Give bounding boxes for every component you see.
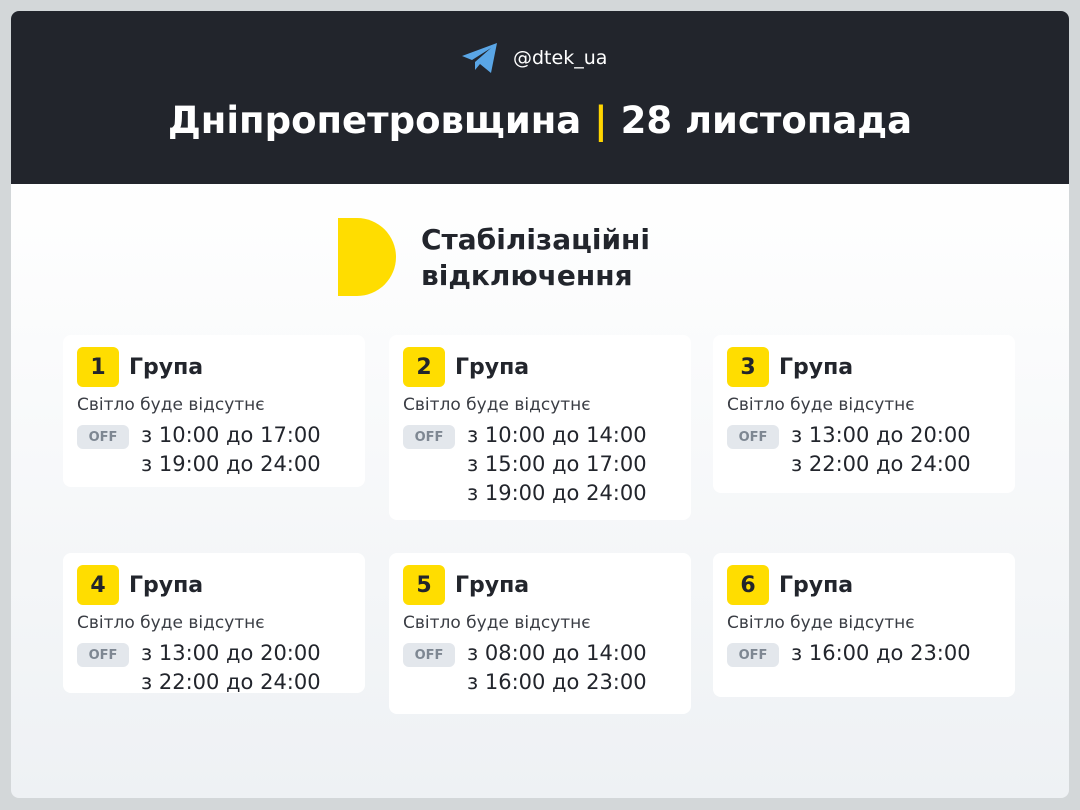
group-label: Група [455, 572, 530, 598]
time-list: з 16:00 до 23:00 [791, 639, 971, 668]
time-range: з 13:00 до 20:00 [791, 423, 971, 447]
header: @dtek_ua Дніпропетровщина | 28 листопада [11, 11, 1069, 184]
time-range: з 22:00 до 24:00 [141, 670, 321, 694]
group-label: Група [129, 354, 204, 380]
off-badge: OFF [727, 425, 779, 449]
time-range: з 16:00 до 23:00 [791, 641, 971, 665]
time-range: з 19:00 до 24:00 [467, 481, 647, 505]
page-title: Дніпропетровщина | 28 листопада [167, 99, 913, 142]
time-list: з 10:00 до 17:00 з 19:00 до 24:00 [141, 421, 321, 479]
status-text: Світло буде відсутнє [727, 613, 915, 633]
time-list: з 10:00 до 14:00 з 15:00 до 17:00 з 19:00 … [467, 421, 647, 508]
time-range: з 13:00 до 20:00 [141, 641, 321, 665]
group-card: 5 Група Світло буде відсутнє OFF з 08:00 д… [389, 553, 691, 714]
time-list: з 08:00 до 14:00 з 16:00 до 23:00 [467, 639, 647, 697]
telegram-icon [462, 43, 497, 73]
time-list: з 13:00 до 20:00 з 22:00 до 24:00 [141, 639, 321, 697]
group-label: Група [779, 572, 854, 598]
time-range: з 10:00 до 17:00 [141, 423, 321, 447]
group-number: 2 [403, 347, 445, 387]
group-number: 3 [727, 347, 769, 387]
group-card: 1 Група Світло буде відсутнє OFF з 10:00 д… [63, 335, 365, 487]
group-label: Група [455, 354, 530, 380]
group-number: 1 [77, 347, 119, 387]
group-card: 2 Група Світло буде відсутнє OFF з 10:00 д… [389, 335, 691, 520]
time-list: з 13:00 до 20:00 з 22:00 до 24:00 [791, 421, 971, 479]
group-card: 4 Група Світло буде відсутнє OFF з 13:00 д… [63, 553, 365, 694]
group-number: 4 [77, 565, 119, 605]
off-badge: OFF [403, 425, 455, 449]
off-badge: OFF [77, 425, 129, 449]
time-range: з 08:00 до 14:00 [467, 641, 647, 665]
off-badge: OFF [77, 643, 129, 667]
dtek-logo-icon [338, 218, 396, 296]
group-card: 3 Група Світло буде відсутнє OFF з 13:00 д… [713, 335, 1015, 493]
time-range: з 15:00 до 17:00 [467, 452, 647, 476]
status-text: Світло буде відсутнє [403, 395, 591, 415]
off-badge: OFF [727, 643, 779, 667]
status-text: Світло буде відсутнє [77, 395, 265, 415]
group-number: 5 [403, 565, 445, 605]
channel-name: @dtek_ua [513, 47, 608, 69]
group-number: 6 [727, 565, 769, 605]
status-text: Світло буде відсутнє [77, 613, 265, 633]
time-range: з 19:00 до 24:00 [141, 452, 321, 476]
time-range: з 10:00 до 14:00 [467, 423, 647, 447]
subtitle: Стабілізаційні відключення [421, 223, 651, 292]
infographic: @dtek_ua Дніпропетровщина | 28 листопада… [11, 11, 1069, 798]
telegram-channel: @dtek_ua [461, 42, 607, 74]
group-card: 6 Група Світло буде відсутнє OFF з 16:00 д… [713, 553, 1015, 697]
status-text: Світло буде відсутнє [727, 395, 915, 415]
group-label: Група [779, 354, 854, 380]
title-separator: | [594, 99, 608, 142]
group-label: Група [129, 572, 204, 598]
off-badge: OFF [403, 643, 455, 667]
status-text: Світло буде відсутнє [403, 613, 591, 633]
time-range: з 22:00 до 24:00 [791, 452, 971, 476]
time-range: з 16:00 до 23:00 [467, 670, 647, 694]
